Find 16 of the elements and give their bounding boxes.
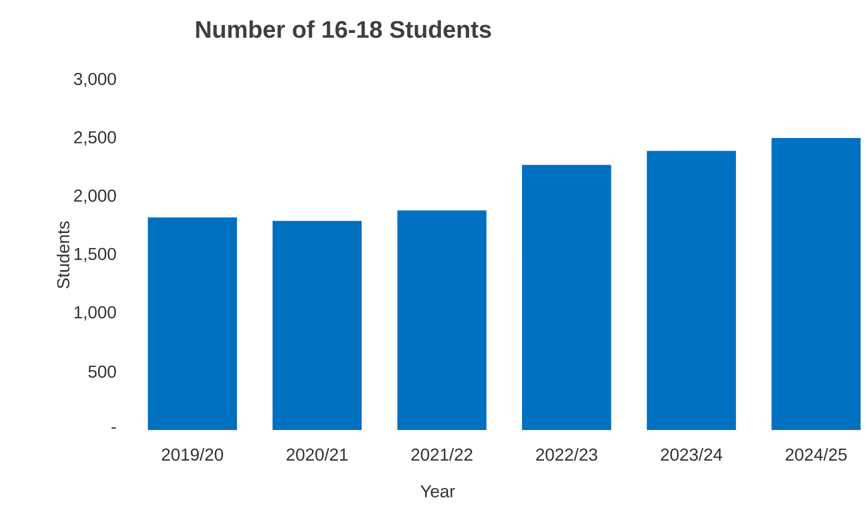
x-axis-title: Year [420,485,455,498]
x-tick-label: 2022/23 [536,448,598,461]
y-axis-title: Students [56,221,70,288]
x-tick-label: 2024/25 [786,448,847,461]
chart-title: Number of 16-18 Students [196,20,491,38]
x-tick-label: 2021/22 [411,448,472,461]
y-tick-label: - [112,427,116,429]
y-tick-label: 2,000 [74,189,116,204]
x-tick-label: 2019/20 [162,448,224,461]
y-tick-label: 1,500 [74,248,116,262]
x-tick-label: 2023/24 [660,448,722,461]
y-tick-label: 500 [88,366,116,378]
y-tick-label: 1,000 [74,306,116,320]
y-tick-label: 3,000 [74,72,116,88]
x-tick-label: 2020/21 [286,448,348,461]
y-tick-label: 2,500 [74,131,116,146]
